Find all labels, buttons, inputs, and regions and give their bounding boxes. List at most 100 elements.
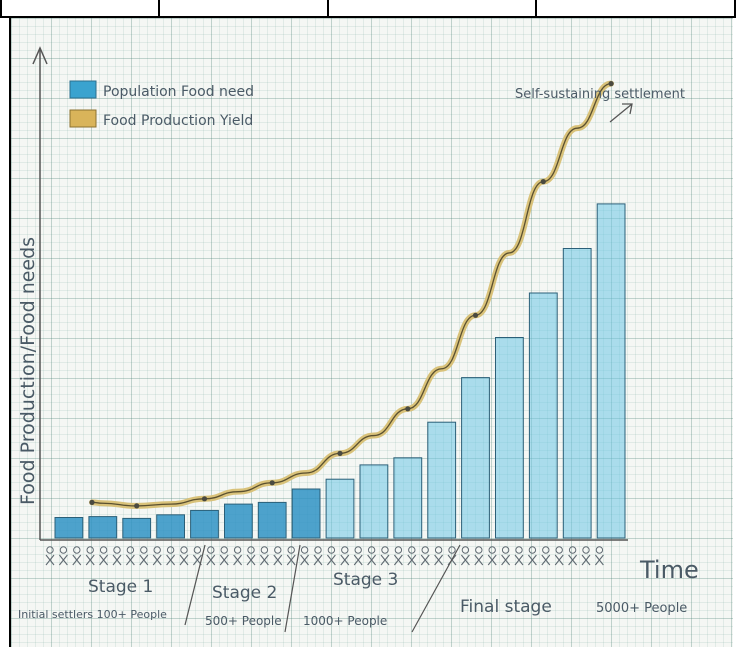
person-figure [407,546,417,566]
bar-population-food-need [122,517,152,539]
person-figure [434,546,444,566]
person-figure [152,546,162,566]
strip-divider [535,0,537,16]
person-figure [474,546,484,566]
production-point [134,503,140,509]
person-figure [166,546,176,566]
person-figure [380,546,390,566]
y-axis-label: Food Production/Food needs [17,237,39,505]
person-figure [581,546,591,566]
person-figure [85,546,95,566]
stage-2-sub: 500+ People [205,614,282,628]
person-figure [286,546,296,566]
stage-3-label: Stage 3 [333,570,398,590]
person-figure [527,546,537,566]
bar-population-food-need [156,514,185,539]
annotation-label: Self-sustaining settlement [515,87,685,102]
strip-divider [327,0,329,16]
person-figure [300,546,310,566]
bar-population-food-need [393,457,423,539]
bar-population-food-need [596,203,626,539]
stage-1-sub: Initial settlers 100+ People [18,608,167,621]
person-figure [125,546,135,566]
production-line-layer [89,80,615,509]
person-figure [206,546,216,566]
person-figure [273,546,283,566]
production-point [201,496,208,502]
person-figure [420,546,430,566]
person-figure [233,546,243,566]
legend-label-production: Food Production Yield [103,113,253,129]
bar-population-food-need [88,516,118,539]
production-point [608,81,614,87]
production-point [540,179,546,185]
production-line [91,82,612,507]
strip-divider [0,0,2,16]
person-figure [326,546,336,566]
bar-population-food-need [54,517,84,539]
bar-population-food-need [224,503,253,539]
bar-population-food-need [528,292,558,539]
final-stage-sub: 5000+ People [596,601,687,616]
bar-population-food-need [257,501,287,539]
person-figure [501,546,511,566]
top-border-strip [0,0,736,18]
person-figure [219,546,229,566]
person-figure [353,546,363,566]
person-figure [45,546,55,566]
bar-population-food-need [291,488,321,539]
bar-population-food-need [325,478,355,539]
person-figure [393,546,403,566]
person-figure [313,546,323,566]
annotation-arrow [609,103,633,123]
person-figure [541,546,551,566]
person-figure [554,546,564,566]
person-figure [340,546,350,566]
bar-population-food-need [495,337,524,539]
people-figures [45,546,604,566]
bar-population-food-need [190,509,219,539]
production-point [472,312,479,318]
stage-2-label: Stage 2 [212,583,277,603]
production-point [269,480,275,486]
stage-3-sub: 1000+ People [303,614,387,628]
strip-divider [734,0,736,16]
person-figure [447,546,457,566]
person-figure [487,546,497,566]
bar-population-food-need [359,464,389,539]
y-axis-arrow [32,46,48,65]
final-stage-label: Final stage [460,597,552,617]
legend-swatch-population [69,80,97,99]
strip-divider [158,0,160,16]
person-figure [259,546,269,566]
stage-divider [184,544,206,626]
person-figure [179,546,189,566]
legend-swatch-production [69,109,97,128]
bar-population-food-need [562,248,592,539]
person-figure [594,546,604,566]
person-figure [112,546,122,566]
legend-label-population: Population Food need [103,84,254,100]
person-figure [99,546,109,566]
person-figure [460,546,470,566]
person-figure [246,546,256,566]
stage-1-label: Stage 1 [88,577,153,597]
person-figure [139,546,149,566]
person-figure [568,546,578,566]
bars-layer [54,203,626,539]
production-point [89,499,95,505]
bar-population-food-need [461,377,490,539]
annotation-arrowhead [622,103,633,115]
production-point [405,406,411,412]
person-figure [514,546,524,566]
stage-divider [411,544,461,633]
person-figure [72,546,82,566]
person-figure [367,546,377,566]
bar-population-food-need [427,421,457,539]
x-axis-label: Time [639,556,699,584]
production-point [337,450,343,456]
person-figure [58,546,68,566]
stage-divider [284,544,301,633]
